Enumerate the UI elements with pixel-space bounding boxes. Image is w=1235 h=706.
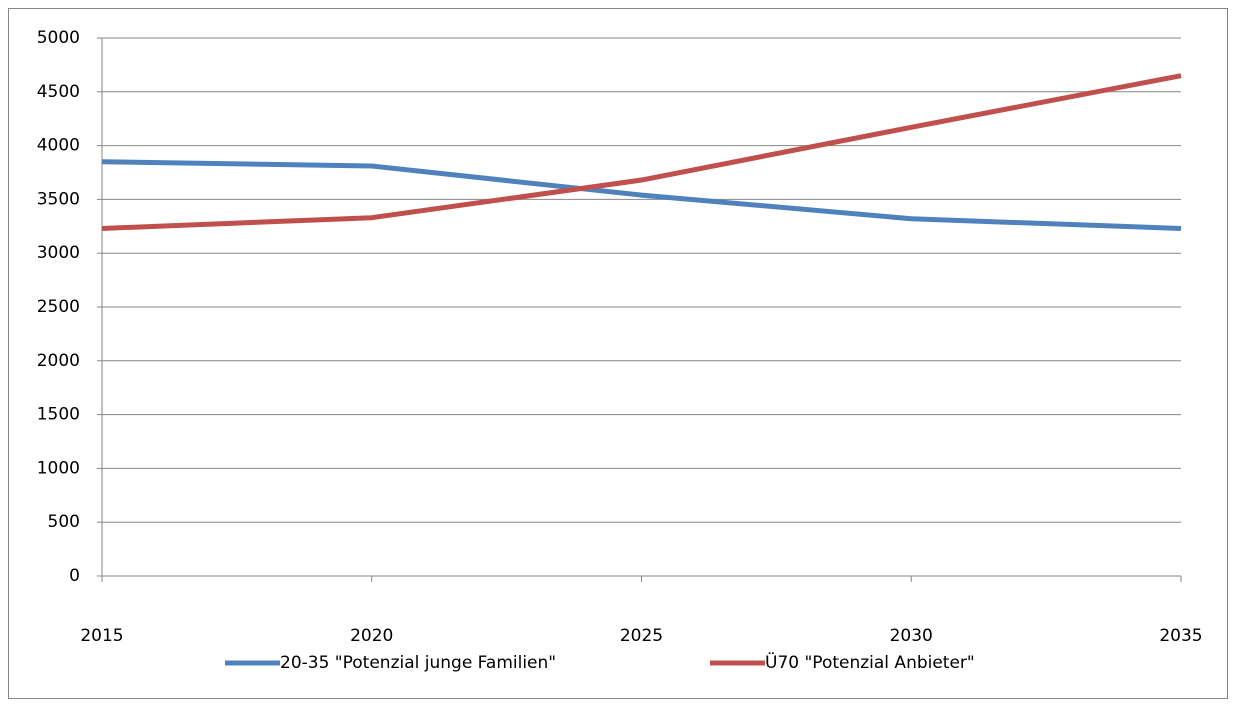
y-tick-label: 4000 [37, 136, 80, 156]
y-tick-label: 1000 [37, 458, 80, 478]
y-tick-label: 2000 [37, 351, 80, 371]
y-tick-label: 4500 [37, 82, 80, 102]
legend-label: 20-35 "Potenzial junge Familien" [280, 653, 556, 673]
y-tick-label: 3500 [37, 189, 80, 209]
y-tick-label: 5000 [37, 28, 80, 48]
x-tick-label: 2020 [350, 626, 393, 646]
y-tick-label: 3000 [37, 243, 80, 263]
x-tick-label: 2025 [620, 626, 663, 646]
series-line [101, 73, 1182, 231]
y-tick-label: 2500 [37, 297, 80, 317]
y-tick-label: 1500 [37, 405, 80, 425]
legend-label: Ü70 "Potenzial Anbieter" [765, 651, 975, 673]
x-tick-label: 2015 [80, 626, 123, 646]
y-tick-label: 500 [48, 512, 80, 532]
x-tick-label: 2035 [1159, 626, 1202, 646]
y-tick-label: 0 [69, 566, 80, 586]
series-line [101, 159, 1182, 231]
x-tick-label: 2030 [890, 626, 933, 646]
chart-frame [8, 8, 1228, 699]
